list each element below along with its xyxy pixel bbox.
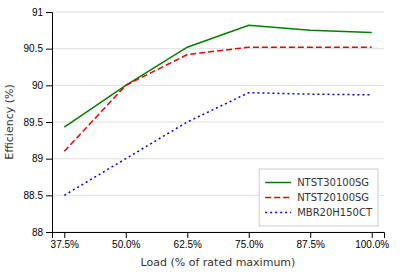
y-axis-line [46, 13, 53, 233]
y-tick-label: 88 [32, 227, 44, 238]
legend-label: NTST20100SG [297, 192, 369, 203]
y-tick-label: 89.5 [24, 117, 44, 128]
legend-box [259, 169, 378, 226]
y-axis-title: Efficiency (%) [3, 84, 16, 160]
x-tick: 62.5% [174, 232, 202, 250]
legend-swatch [265, 212, 291, 214]
grid-line [52, 48, 384, 49]
series-line [64, 93, 371, 196]
x-tick: 100.0% [355, 232, 389, 250]
x-tick-mark [126, 232, 127, 238]
y-tick: 90 [32, 80, 52, 91]
y-tick-mark [46, 12, 52, 13]
y-tick-label: 91 [32, 7, 44, 18]
y-tick-mark [46, 232, 52, 233]
x-tick-label: 50.0% [112, 239, 140, 250]
y-tick: 89.5 [24, 117, 52, 128]
series-line [64, 25, 371, 127]
grid-line [52, 85, 384, 86]
x-axis-line [53, 233, 385, 239]
plot: 37.5%50.0%62.5%75.0%87.5%100.0%8888.5898… [24, 7, 390, 250]
y-tick-label: 89 [32, 153, 44, 164]
series-line [64, 47, 371, 151]
x-tick-mark [310, 232, 311, 238]
x-tick: 37.5% [51, 232, 79, 250]
y-tick: 90.5 [24, 43, 52, 54]
x-tick-label: 75.0% [235, 239, 263, 250]
grid-line [52, 158, 384, 159]
chart: 37.5%50.0%62.5%75.0%87.5%100.0%8888.5898… [0, 0, 400, 272]
x-tick-label: 62.5% [174, 239, 202, 250]
legend: NTST30100SG NTST20100SG MBR20H150CT [259, 169, 378, 226]
x-axis-title: Load (% of rated maximum) [141, 256, 296, 269]
y-tick-label: 90 [32, 80, 44, 91]
x-tick-mark [187, 232, 188, 238]
y-tick-mark [46, 195, 52, 196]
x-tick-label: 100.0% [355, 239, 389, 250]
y-tick-mark [46, 122, 52, 123]
grid-line [52, 122, 384, 123]
x-tick: 75.0% [235, 232, 263, 250]
grid [52, 12, 384, 232]
y-tick-mark [46, 159, 52, 160]
y-tick-mark [46, 49, 52, 50]
legend-swatch [265, 182, 291, 184]
y-tick: 88 [32, 227, 52, 238]
y-tick: 88.5 [24, 190, 52, 201]
x-tick-mark [249, 232, 250, 238]
x-tick-label: 87.5% [297, 239, 325, 250]
y-tick-label: 90.5 [24, 43, 44, 54]
legend-label: MBR20H150CT [297, 207, 373, 218]
x-tick-label: 37.5% [51, 239, 79, 250]
y-axis: 88 88.5 89 89.5 90 90.5 91 [24, 7, 53, 238]
legend-swatch [265, 197, 291, 199]
y-tick: 91 [32, 7, 52, 18]
x-tick-mark [372, 232, 373, 238]
x-tick-mark [64, 232, 65, 238]
y-tick: 89 [32, 153, 52, 164]
x-tick: 50.0% [112, 232, 140, 250]
x-axis: 37.5% 50.0% 62.5% 75.0% 87.5% 100.0% [51, 232, 390, 250]
grid-line [52, 12, 384, 13]
y-tick-mark [46, 85, 52, 86]
legend-label: NTST30100SG [297, 177, 369, 188]
y-tick-label: 88.5 [24, 190, 44, 201]
x-tick: 87.5% [297, 232, 325, 250]
